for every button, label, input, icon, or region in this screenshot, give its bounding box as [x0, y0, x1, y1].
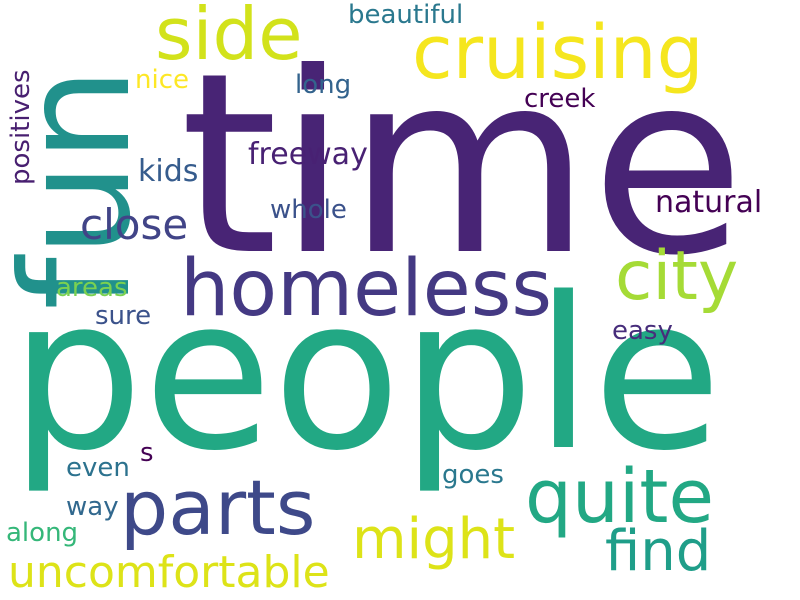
word-easy: easy	[612, 316, 673, 346]
word-long: long	[295, 70, 352, 100]
word-areas: areas	[56, 273, 128, 303]
word-freeway: freeway	[248, 137, 368, 172]
word-sure: sure	[95, 301, 152, 331]
word-uncomfortable: uncomfortable	[8, 547, 330, 598]
word-quite: quite	[525, 454, 714, 540]
word-time: time	[180, 19, 745, 310]
word-s: s	[140, 438, 154, 468]
word-kids: kids	[138, 154, 199, 189]
word-nice: nice	[135, 65, 189, 95]
word-city: city	[615, 237, 739, 316]
word-close: close	[80, 200, 189, 249]
word-creek: creek	[524, 84, 596, 114]
word-even: even	[66, 453, 130, 483]
word-homeless: homeless	[180, 244, 553, 334]
word-goes: goes	[442, 460, 504, 490]
word-natural: natural	[655, 185, 763, 220]
word-side: side	[155, 0, 303, 76]
word-whole: whole	[270, 195, 347, 225]
word-way: way	[66, 492, 119, 522]
word-find: find	[605, 519, 712, 584]
word-along: along	[6, 518, 79, 548]
word-cruising: cruising	[412, 10, 704, 96]
word-beautiful: beautiful	[348, 0, 464, 30]
word-people: people	[10, 252, 722, 497]
word-positives: positives	[6, 69, 36, 185]
word-might: might	[352, 507, 516, 572]
word-parts: parts	[120, 463, 316, 552]
